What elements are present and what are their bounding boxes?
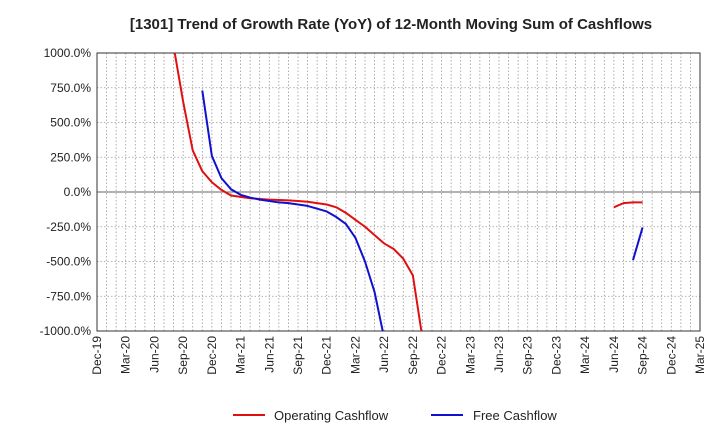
x-tick-label: Sep-24 bbox=[636, 336, 650, 375]
y-tick-label: 1000.0% bbox=[44, 46, 92, 60]
y-tick-label: -750.0% bbox=[46, 289, 91, 303]
x-tick-label: Mar-24 bbox=[578, 336, 592, 374]
y-tick-label: -500.0% bbox=[46, 255, 91, 269]
legend: Operating Cashflow Free Cashflow bbox=[233, 408, 557, 423]
series-lines bbox=[173, 53, 644, 331]
legend-label-free-cashflow: Free Cashflow bbox=[473, 408, 557, 423]
x-tick-label: Mar-25 bbox=[693, 336, 707, 374]
x-tick-label: Sep-21 bbox=[291, 336, 305, 375]
x-tick-label: Dec-24 bbox=[664, 336, 678, 375]
x-tick-label: Dec-19 bbox=[90, 336, 104, 375]
grid-lines bbox=[97, 53, 700, 331]
x-tick-label: Dec-21 bbox=[320, 336, 334, 375]
y-tick-label: 0.0% bbox=[64, 185, 92, 199]
x-tick-label: Sep-20 bbox=[176, 336, 190, 375]
x-tick-label: Jun-23 bbox=[492, 336, 506, 373]
y-tick-label: 750.0% bbox=[50, 81, 91, 95]
x-tick-label: Mar-22 bbox=[348, 336, 362, 374]
y-axis-tick-labels: 1000.0% 750.0% 500.0% 250.0% 0.0% -250.0% -500… bbox=[40, 46, 92, 338]
x-tick-label: Mar-20 bbox=[119, 336, 133, 374]
series-line-free-cashflow-1 bbox=[201, 90, 384, 331]
y-tick-label: -1000.0% bbox=[40, 324, 92, 338]
series-line-operating-cashflow-1 bbox=[173, 53, 423, 331]
y-tick-label: 500.0% bbox=[50, 116, 91, 130]
x-tick-label: Dec-20 bbox=[205, 336, 219, 375]
x-tick-label: Dec-23 bbox=[549, 336, 563, 375]
y-tick-label: 250.0% bbox=[50, 150, 91, 164]
x-axis-tick-labels: Dec-19 Mar-20 Jun-20 Sep-20 Dec-20 Mar-21 Jun-… bbox=[90, 336, 707, 375]
x-tick-label: Dec-22 bbox=[435, 336, 449, 375]
x-tick-label: Sep-23 bbox=[521, 336, 535, 375]
plot-area-border bbox=[96, 52, 701, 332]
x-tick-label: Sep-22 bbox=[406, 336, 420, 375]
x-tick-label: Jun-20 bbox=[147, 336, 161, 373]
y-tick-label: -250.0% bbox=[46, 220, 91, 234]
x-tick-label: Mar-23 bbox=[463, 336, 477, 374]
chart-title: [1301] Trend of Growth Rate (YoY) of 12-… bbox=[130, 16, 652, 33]
x-tick-label: Jun-22 bbox=[377, 336, 391, 373]
series-line-operating-cashflow-2 bbox=[613, 201, 643, 209]
x-tick-label: Jun-21 bbox=[262, 336, 276, 373]
x-tick-label: Mar-21 bbox=[234, 336, 248, 374]
legend-label-operating-cashflow: Operating Cashflow bbox=[274, 408, 389, 423]
x-tick-label: Jun-24 bbox=[607, 336, 621, 373]
series-line-free-cashflow-2 bbox=[632, 227, 644, 261]
